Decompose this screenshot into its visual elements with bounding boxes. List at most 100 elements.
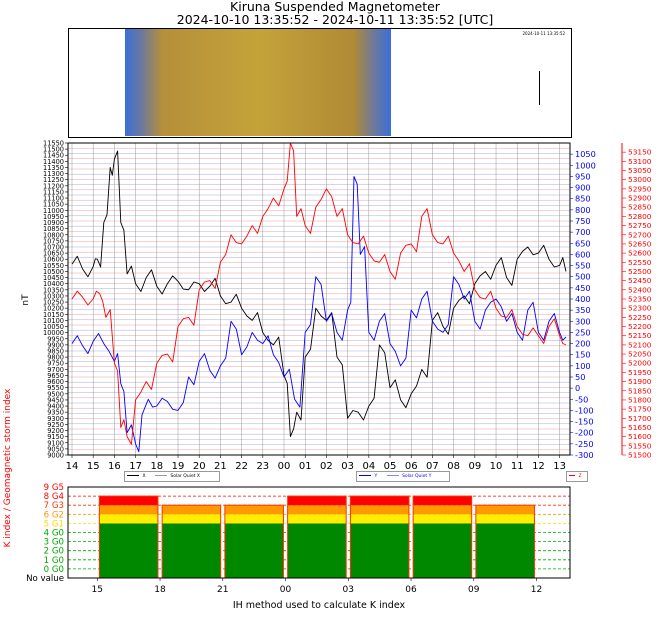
right-axis-y-tick-label: 250 [575,327,591,337]
k-x-tick-label: 09 [468,585,480,595]
legend-x-quiet-label: Solar Quiet X [170,474,200,479]
right-axis-z-tick-label: 51500 [628,451,652,460]
right-axis-y-tick-label: -100 [575,405,594,415]
left-axis-tick-label: 11000 [43,207,64,215]
left-axis-tick-label: 10550 [43,262,64,270]
x-axis-tick-label: 02 [320,461,333,472]
right-axis-z-tick-label: 52450 [628,276,652,285]
right-axis-y-tick-label: 800 [575,205,591,215]
k-index-bar-segment [224,523,284,578]
k-index-bar-segment [413,505,472,515]
right-axis-z-tick-label: 52750 [628,221,652,230]
left-axis-tick-label: 11050 [43,201,64,209]
k-index-bar-segment [287,505,347,515]
right-axis-z-tick-label: 51650 [628,423,652,432]
left-axis-tick-label: 9100 [47,439,64,447]
x-axis-tick-label: 20 [193,461,206,472]
left-axis-tick-label: 10200 [43,305,64,313]
k-index-bar-segment [413,523,472,578]
k-index-bar-segment [224,514,284,524]
legend-x: X Solar Quiet X [124,471,220,482]
right-axis-y-tick-label: 500 [575,272,591,282]
right-axis-z-tick-label: 51950 [628,368,652,377]
k-level-label: 2 G0 [44,547,64,557]
all-sky-image [125,29,391,136]
x-axis-tick-label: 22 [235,461,248,472]
right-axis-z-tick-label: 52050 [628,350,652,359]
right-axis-y-tick-label: 450 [575,283,591,293]
k-index-bar-segment [99,514,158,524]
left-axis-tick-label: 11300 [43,170,64,178]
magnetogram-grid [68,142,570,456]
k-index-bar-segment [162,523,221,578]
right-axis-z-tick-label: 51600 [628,432,652,441]
right-axis-z-tick-label: 52550 [628,258,652,267]
right-axis-y-tick-label: -300 [575,450,594,460]
k-x-tick-label: 21 [217,585,228,595]
right-axis-z-tick-label: 51550 [628,441,652,450]
right-axis-z-tick-label: 51800 [628,395,652,404]
k-index-bar-segment [99,523,158,578]
k-index-x-axis-label: IH method used to calculate K index [233,600,406,611]
k-x-tick-label: 00 [280,585,292,595]
k-index-bar [412,495,473,579]
right-axis-y-tick-label: 300 [575,316,591,326]
x-axis-tick-label: 16 [108,461,121,472]
k-index-bar-segment [350,496,409,506]
right-axis-z-tick-label: 52400 [628,285,652,294]
left-axis-tick-label: 10150 [43,311,64,319]
right-axis-z-tick-label: 52250 [628,313,652,322]
right-axis-y-tick-label: 550 [575,261,591,271]
right-axis-y-tick-label: 200 [575,339,591,349]
right-axis-z-tick-label: 51900 [628,377,652,386]
left-axis-tick-label: 10950 [43,213,64,221]
left-axis-tick-label: 9400 [47,403,64,411]
right-axis-z-tick-label: 51750 [628,405,652,414]
x-axis-tick-label: 00 [278,461,291,472]
left-axis-tick-label: 9200 [47,427,64,435]
left-axis-tick-label: 10050 [43,323,64,331]
right-axis-z-tick-label: 52900 [628,194,652,203]
left-axis-tick-label: 10500 [43,268,64,276]
y-axis-label: nT [21,294,31,306]
x-axis-tick-label: 19 [172,461,185,472]
left-axis-tick-label: 10450 [43,274,64,282]
left-axis-tick-label: 10250 [43,299,64,307]
k-index-bar-segment [99,496,158,506]
right-axis-y-tick-label: 350 [575,305,591,315]
left-axis-tick-label: 11550 [43,140,64,148]
x-axis-tick-label: 17 [129,461,142,472]
left-axis-tick-label: 9000 [47,452,64,460]
left-axis-tick-label: 11400 [43,158,64,166]
right-axis-y-tick-label: 900 [575,183,591,193]
right-axis-y-tick-label: 650 [575,238,591,248]
right-axis-z-tick-label: 52700 [628,230,652,239]
left-axis-tick-label: 10650 [43,250,64,258]
right-axis-z-tick-label: 52650 [628,239,652,248]
x-axis-ticks: 14 15 16 17 18 19 20 21 22 23 00 01 02 03 04 05 06 07 08 09… [66,455,566,472]
k-x-tick-label: 06 [405,585,417,595]
x-axis-tick-label: 01 [299,461,312,472]
k-index-bar-segment [475,505,535,515]
k-x-tick-label: 18 [154,585,166,595]
right-axis-z-tick-label: 53050 [628,166,652,175]
left-axis-tick-label: 9050 [47,445,64,453]
k-index-bar-segment [287,514,347,524]
left-axis-tick-label: 10600 [43,256,64,264]
left-axis-tick-label: 10300 [43,292,64,300]
k-index-bar-segment [224,505,284,515]
x-axis-tick-label: 13 [553,461,566,472]
k-index-bar-segment [413,514,472,524]
x-axis-tick-label: 07 [426,461,439,472]
k-index-bar-segment [287,496,347,506]
k-index-bars [98,495,535,579]
k-level-label: 8 G4 [44,492,64,502]
left-axis-tick-label: 10900 [43,219,64,227]
legend-y-label: Y [374,474,378,479]
magnetogram-chart: 9000905091009150920092509300935094009450… [21,140,652,473]
left-axis-tick-label: 9950 [47,335,64,343]
right-axis-z-tick-label: 52600 [628,249,652,258]
right-axis-y-tick-label: 750 [575,216,591,226]
right-axis-z-tick-label: 52150 [628,331,652,340]
k-index-bar-segment [99,505,158,515]
